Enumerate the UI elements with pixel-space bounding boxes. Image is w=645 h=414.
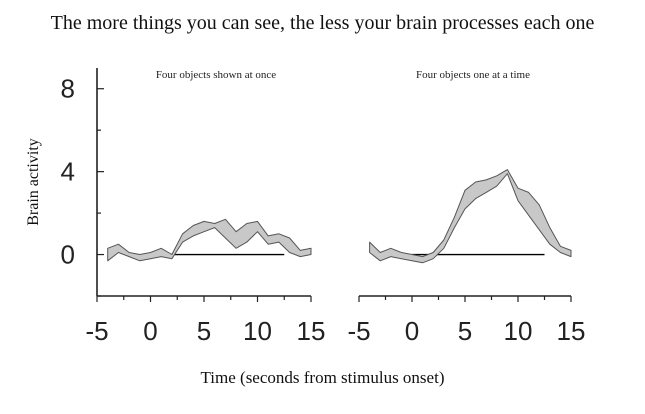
panel-title-simultaneous: Four objects shown at once	[156, 69, 276, 81]
x-axis-label: Time (seconds from stimulus onset)	[200, 368, 445, 387]
panel-simultaneous: Four objects shown at once -5 0 5 10 15 0 4 8	[61, 68, 326, 346]
x-tick-label: 5	[197, 316, 211, 346]
activity-band-simultaneous	[107, 218, 312, 262]
y-axis-label: Brain activity	[25, 138, 42, 226]
activity-band-sequential	[369, 169, 572, 264]
panel-title-sequential: Four objects one at a time	[416, 69, 530, 81]
x-tick-label: 15	[557, 316, 586, 346]
x-tick-label: 0	[405, 316, 419, 346]
x-tick-label: -5	[347, 316, 370, 346]
x-tick-label: 10	[504, 316, 533, 346]
x-tick-label: 0	[143, 316, 157, 346]
x-tick-label: 10	[243, 316, 272, 346]
x-tick-label: -5	[85, 316, 108, 346]
y-tick-label: 8	[61, 74, 75, 104]
panel-sequential: Four objects one at a time -5 0 5 10 15	[347, 69, 585, 346]
x-tick-label: 15	[297, 316, 326, 346]
x-tick-label: 5	[458, 316, 472, 346]
chart-title: The more things you can see, the less yo…	[50, 12, 595, 34]
y-tick-label: 0	[61, 240, 75, 270]
y-tick-label: 4	[61, 157, 75, 187]
